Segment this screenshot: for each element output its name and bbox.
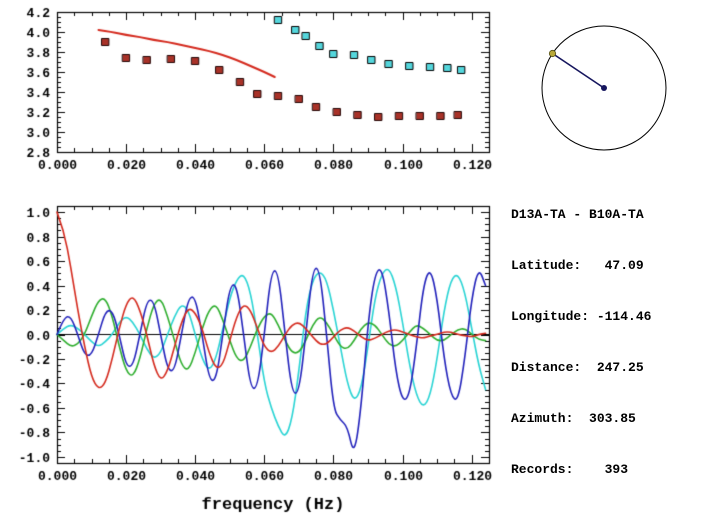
waveform-panel-canvas: [0, 180, 500, 519]
station-pair-title: D13A-TA - B10A-TA: [511, 207, 644, 222]
station-info-azimuth: Azimuth: 303.85: [511, 411, 636, 426]
azimuth-compass: [541, 25, 667, 151]
station-info-distance: Distance: 247.25: [511, 360, 644, 375]
dispersion-panel-canvas: [0, 0, 500, 180]
azimuth-line: [552, 52, 605, 89]
azimuth-endpoint-marker: [548, 49, 557, 58]
compass-circle: [541, 25, 667, 151]
station-info: D13A-TA - B10A-TA Latitude: 47.09 Longit…: [511, 172, 651, 512]
station-info-longitude: Longitude: -114.46: [511, 309, 652, 324]
compass-center-marker: [601, 85, 607, 91]
station-info-records: Records: 393: [511, 462, 629, 477]
station-info-latitude: Latitude: 47.09: [511, 258, 644, 273]
